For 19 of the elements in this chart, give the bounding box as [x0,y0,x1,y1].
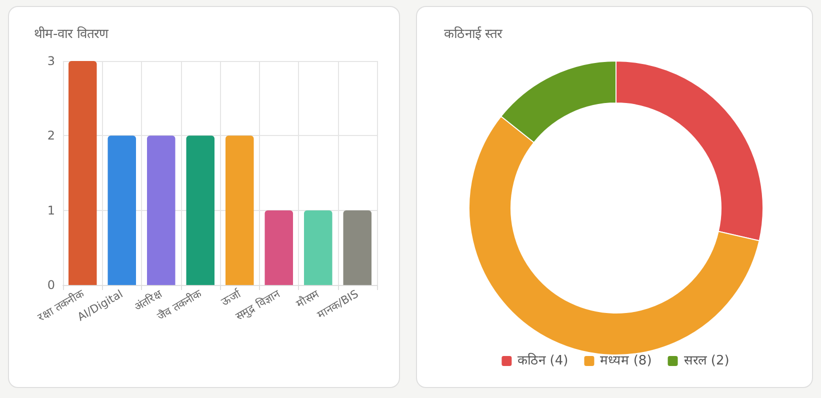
bar [225,136,254,285]
chart-title: थीम-वार वितरण [34,26,109,42]
chart-title: कठिनाई स्तर [444,26,504,42]
bar [186,136,215,285]
legend-label: सरल (2) [684,354,730,368]
x-tick-label: ऊर्जा [219,286,244,309]
y-tick-label: 0 [47,278,55,292]
bar [304,210,332,285]
bar [264,210,294,285]
bar [108,136,136,285]
legend-label: कठिन (4) [518,352,568,368]
bar [343,210,372,285]
x-tick-label: मौसम [294,287,322,311]
y-tick-label: 3 [47,54,55,68]
y-tick-label: 1 [47,203,55,218]
bar [146,136,176,285]
legend-label: मध्यम (8) [600,354,652,368]
y-tick-label: 2 [47,128,55,143]
bar [68,61,97,285]
